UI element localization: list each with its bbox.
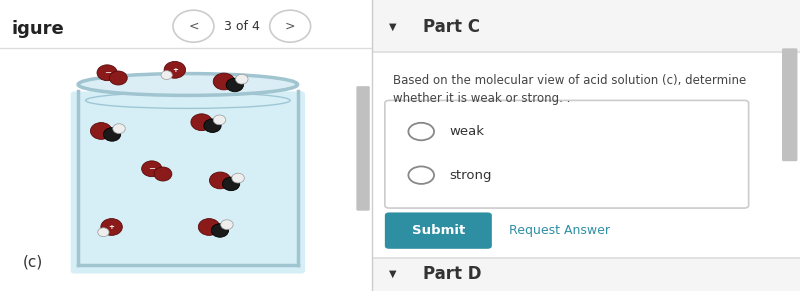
Ellipse shape: [86, 93, 290, 109]
Circle shape: [235, 74, 248, 84]
Circle shape: [408, 166, 434, 184]
Text: strong: strong: [449, 169, 491, 182]
Text: Based on the molecular view of acid solution (c), determine: Based on the molecular view of acid solu…: [394, 74, 746, 87]
Circle shape: [113, 124, 126, 134]
Text: Part D: Part D: [423, 265, 482, 283]
Circle shape: [204, 119, 221, 132]
Text: Submit: Submit: [412, 224, 465, 237]
Circle shape: [214, 115, 226, 125]
Text: +: +: [172, 67, 178, 73]
Text: weak: weak: [449, 125, 484, 138]
Circle shape: [101, 219, 122, 235]
FancyBboxPatch shape: [372, 258, 800, 291]
Text: whether it is weak or strong. .: whether it is weak or strong. .: [394, 92, 570, 105]
Circle shape: [103, 128, 121, 141]
FancyBboxPatch shape: [385, 212, 492, 249]
Text: Part C: Part C: [423, 18, 480, 36]
Circle shape: [164, 61, 186, 78]
Text: +: +: [109, 224, 114, 230]
Circle shape: [142, 161, 162, 177]
Circle shape: [222, 177, 240, 191]
Circle shape: [173, 10, 214, 42]
Circle shape: [90, 123, 112, 139]
Circle shape: [211, 224, 229, 237]
Circle shape: [161, 71, 172, 79]
Circle shape: [408, 123, 434, 140]
Circle shape: [270, 10, 310, 42]
Circle shape: [98, 228, 109, 237]
Circle shape: [97, 65, 118, 81]
FancyBboxPatch shape: [356, 86, 370, 211]
Text: ▼: ▼: [389, 22, 397, 32]
Circle shape: [226, 78, 243, 92]
Circle shape: [214, 73, 234, 90]
Ellipse shape: [78, 74, 298, 95]
Circle shape: [221, 220, 233, 230]
Text: −: −: [104, 68, 110, 77]
Circle shape: [232, 173, 244, 183]
Text: (c): (c): [22, 254, 42, 269]
FancyBboxPatch shape: [70, 91, 305, 274]
Text: <: <: [188, 20, 198, 33]
Circle shape: [210, 172, 231, 189]
Text: Request Answer: Request Answer: [509, 224, 610, 237]
Text: 3 of 4: 3 of 4: [224, 20, 260, 33]
FancyBboxPatch shape: [782, 48, 798, 161]
Circle shape: [154, 167, 172, 181]
Circle shape: [110, 71, 127, 85]
FancyBboxPatch shape: [372, 0, 800, 52]
Text: −: −: [148, 164, 155, 173]
FancyBboxPatch shape: [385, 100, 749, 208]
Circle shape: [198, 219, 220, 235]
Circle shape: [191, 114, 212, 131]
Text: ▼: ▼: [389, 269, 397, 279]
Text: >: >: [285, 20, 295, 33]
Text: igure: igure: [11, 20, 64, 38]
